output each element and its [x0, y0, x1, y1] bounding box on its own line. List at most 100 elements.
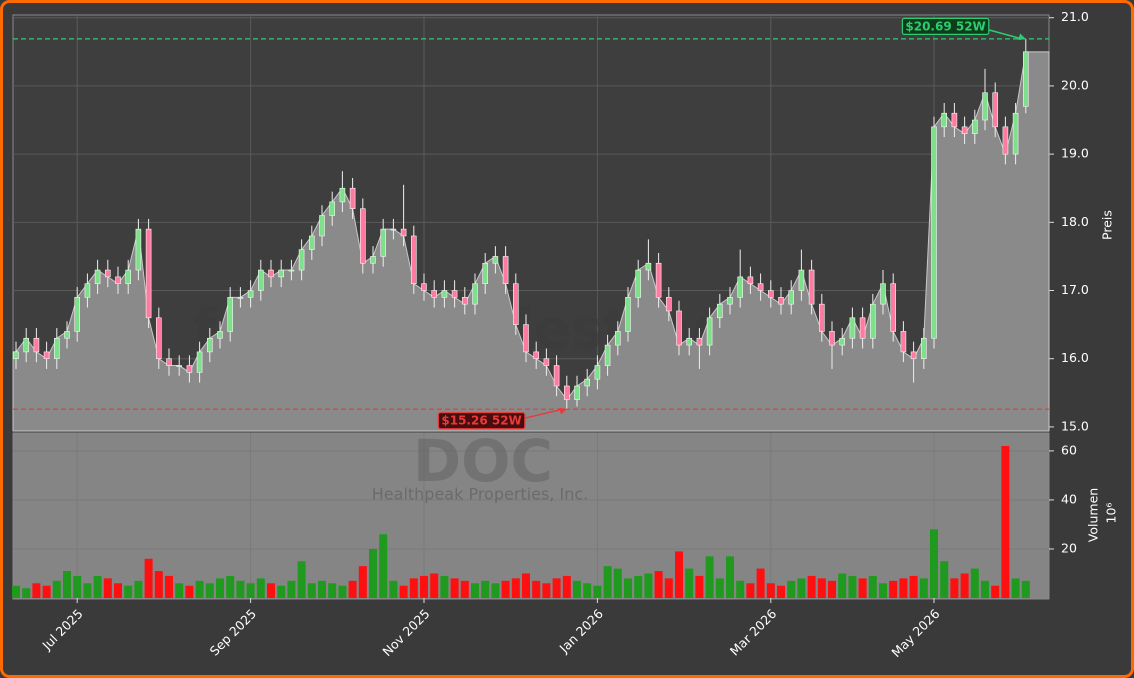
y-tick-label: 18.0	[1061, 214, 1089, 229]
volume-bar	[114, 583, 122, 598]
candle-body	[533, 351, 540, 360]
volume-bar	[777, 585, 785, 598]
volume-bar	[124, 585, 133, 598]
candle-body	[125, 269, 131, 284]
volume-bar	[348, 580, 357, 598]
candle-body	[217, 331, 223, 339]
volume-bar	[144, 558, 153, 598]
candle-body	[502, 256, 509, 284]
volume-bar	[318, 580, 326, 598]
volume-bar	[940, 561, 949, 598]
candle-body	[278, 269, 285, 278]
volume-bar	[899, 578, 908, 598]
volume-bar	[103, 578, 112, 598]
candle-body	[105, 269, 111, 278]
candle-body	[910, 351, 917, 360]
candle-body	[961, 126, 968, 134]
candle-body	[145, 228, 152, 319]
volume-bar	[12, 585, 20, 598]
candle-body	[400, 228, 407, 237]
volume-bar	[787, 580, 796, 598]
volume-bar	[277, 585, 286, 598]
candle-body	[829, 331, 835, 346]
candle-body	[992, 92, 999, 128]
candle-body	[268, 269, 274, 278]
volume-bar	[583, 583, 592, 598]
volume-bar	[399, 585, 408, 598]
candle-body	[584, 378, 591, 387]
candle-body	[1022, 51, 1029, 107]
candle-body	[186, 365, 193, 373]
arrow-head	[1018, 33, 1026, 41]
volume-bar	[501, 580, 510, 598]
candle-body	[655, 262, 662, 298]
candle-body	[523, 324, 529, 353]
volume-bar	[175, 583, 184, 598]
volume-bar	[511, 578, 520, 598]
y-tick-label: 21.0	[1061, 9, 1089, 24]
volume-bar	[817, 578, 826, 598]
y-tick-label: 17.0	[1061, 282, 1089, 297]
candle-body	[839, 337, 846, 346]
volume-bar	[420, 575, 428, 598]
volume-bar	[909, 575, 918, 598]
volume-bar	[756, 568, 765, 598]
candle-body	[13, 351, 19, 360]
volume-bar	[736, 580, 745, 598]
volume-bar	[328, 583, 337, 598]
volume-bar	[848, 575, 857, 598]
candle-body	[635, 269, 642, 298]
volume-bar	[603, 566, 612, 598]
candle-body	[920, 337, 927, 360]
volume-bar	[471, 583, 479, 598]
candle-body	[472, 283, 478, 305]
y-tick-label: 20.0	[1061, 77, 1089, 92]
volume-bar	[450, 578, 459, 598]
candle-body	[176, 365, 182, 367]
volume-bar	[185, 585, 194, 598]
volume-bar	[746, 583, 755, 598]
y-tick-label: 19.0	[1061, 146, 1089, 161]
ticker-watermark: DOC	[413, 427, 553, 495]
candle-body	[492, 256, 499, 264]
extreme-annotation: $15.26 52W	[437, 412, 526, 430]
volume-bar	[950, 578, 959, 598]
candle-body	[574, 385, 580, 400]
candle-body	[890, 283, 897, 332]
volume-bar	[297, 561, 306, 598]
volume-bar	[532, 580, 541, 598]
candle-body	[706, 317, 713, 346]
volume-bar	[573, 580, 581, 598]
volume-bar	[134, 580, 143, 598]
extreme-annotation: $20.69 52W	[901, 17, 990, 35]
candle-body	[431, 290, 438, 298]
candle-body	[349, 187, 356, 209]
volume-bar	[287, 580, 296, 598]
y-axis-label: Preis	[1100, 210, 1115, 240]
volume-bar	[63, 571, 71, 598]
candle-body	[451, 290, 458, 298]
candle-body	[410, 235, 417, 284]
candle-body	[614, 331, 621, 346]
volume-bar	[726, 556, 734, 598]
volume-bar	[644, 573, 653, 598]
candle-body	[757, 283, 764, 291]
candle-body	[319, 215, 325, 237]
candle-body	[43, 351, 50, 360]
candle-body	[257, 269, 264, 291]
candle-body	[196, 351, 203, 373]
candle-body	[441, 290, 448, 298]
label-arrow	[524, 408, 563, 419]
candle-body	[370, 256, 376, 264]
volume-bar	[797, 578, 806, 598]
volume-bar	[960, 573, 969, 598]
label-box	[437, 412, 526, 430]
candle-body	[941, 112, 948, 128]
y2-tick-label: 40	[1061, 491, 1077, 506]
candle-body	[604, 344, 611, 366]
candle-body	[74, 297, 80, 332]
y2-axis-label: Volumen	[1086, 488, 1101, 542]
company-watermark: Healthpeak Properties, Inc.	[372, 485, 588, 504]
candle-body	[227, 297, 233, 332]
